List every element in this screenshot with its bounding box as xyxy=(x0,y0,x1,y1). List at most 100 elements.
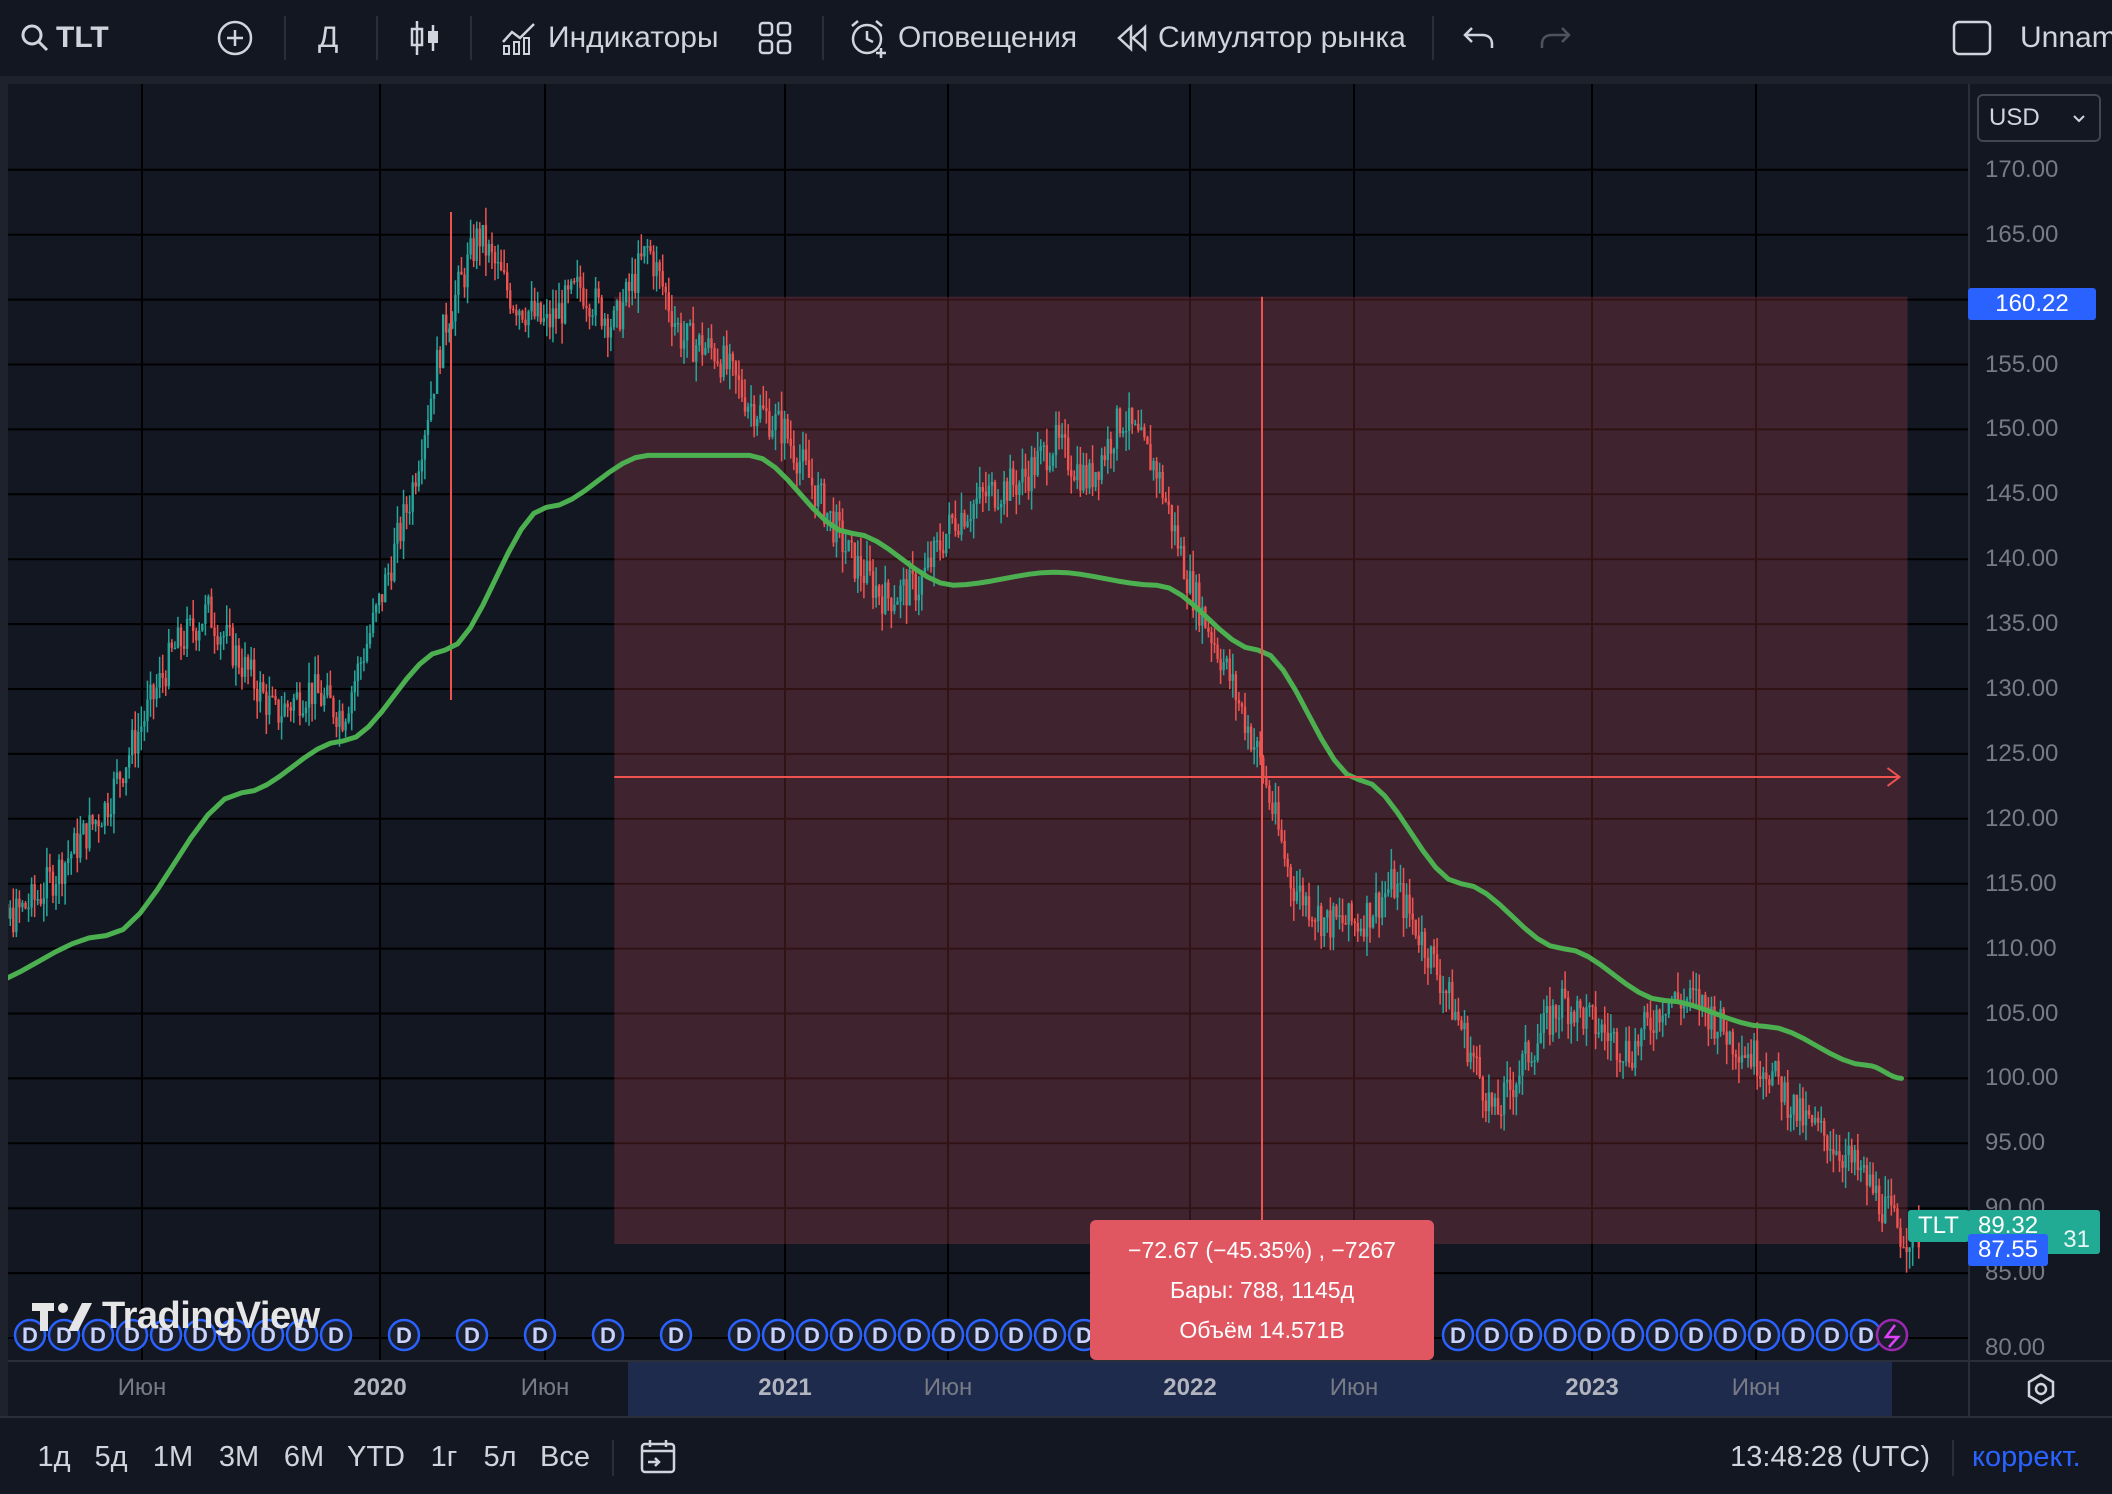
range-3m[interactable]: 3М xyxy=(218,1440,260,1473)
candle-body xyxy=(466,254,469,288)
price-axis[interactable] xyxy=(1968,84,2112,1360)
dividend-marker-label: D xyxy=(1008,1323,1024,1348)
candle-body xyxy=(1469,1052,1472,1063)
candle-body xyxy=(1243,706,1247,733)
dividend-marker-label: D xyxy=(1858,1323,1874,1348)
templates-button[interactable] xyxy=(758,0,792,76)
candle-body xyxy=(521,311,524,320)
candle-body xyxy=(743,397,747,412)
replay-button[interactable]: Симулятор рынка xyxy=(1116,0,1406,76)
range-6m[interactable]: 6М xyxy=(283,1440,325,1473)
candle-body xyxy=(1445,991,1448,994)
candle-body xyxy=(1140,427,1143,431)
candle-body xyxy=(1820,1120,1823,1123)
candle-body xyxy=(1280,829,1283,841)
candle-body xyxy=(1582,1008,1585,1029)
range-1y[interactable]: 1г xyxy=(430,1440,458,1473)
candle-body xyxy=(441,314,445,368)
candle-body xyxy=(1777,1060,1780,1077)
candle-body xyxy=(752,403,756,426)
candle-body xyxy=(323,695,326,706)
candle-body xyxy=(1810,1114,1814,1123)
range-5d[interactable]: 5д xyxy=(94,1440,128,1473)
candle-body xyxy=(1225,658,1228,663)
candle-body xyxy=(1874,1185,1878,1194)
candle-body xyxy=(1652,1030,1655,1033)
redo-button[interactable] xyxy=(1538,0,1572,76)
candle-body xyxy=(1585,1007,1588,1029)
candle-body xyxy=(524,319,527,326)
adjust-data-button[interactable]: коррект. xyxy=(1972,1440,2081,1473)
candle-body xyxy=(1865,1165,1869,1186)
candle-body xyxy=(365,643,369,662)
candle-body xyxy=(1597,1032,1600,1035)
candle-body xyxy=(774,413,777,431)
candle-body xyxy=(548,313,552,328)
candle-body xyxy=(39,899,42,904)
candle-body xyxy=(896,601,899,605)
range-all[interactable]: Все xyxy=(540,1440,590,1473)
candle-body xyxy=(512,308,515,311)
dividend-marker-label: D xyxy=(668,1323,684,1348)
candle-body xyxy=(158,673,161,688)
layout-checkbox[interactable] xyxy=(1952,0,1992,76)
candle-body xyxy=(48,867,52,872)
candle-body xyxy=(143,721,146,727)
candle-body xyxy=(530,300,533,312)
candle-body xyxy=(1384,893,1387,898)
range-1m[interactable]: 1М xyxy=(152,1440,194,1473)
candle-body xyxy=(502,270,506,273)
layout-name-button[interactable]: Unnamed xyxy=(2020,0,2112,76)
indicators-button[interactable]: Индикаторы xyxy=(500,0,719,76)
candle-body xyxy=(804,449,808,461)
compare-button[interactable] xyxy=(216,0,254,76)
candle-body xyxy=(219,636,222,645)
candle-body xyxy=(1155,461,1158,479)
undo-button[interactable] xyxy=(1462,0,1496,76)
dividend-marker-label: D xyxy=(260,1323,276,1348)
candle-body xyxy=(1789,1114,1792,1118)
candle-body xyxy=(1167,501,1170,506)
candle-body xyxy=(1259,741,1262,758)
chart-settings-button[interactable] xyxy=(1968,1360,2112,1416)
dividend-marker-label: D xyxy=(1450,1323,1466,1348)
candle-body xyxy=(1847,1145,1850,1156)
candle-body xyxy=(1890,1196,1893,1206)
symbol-search-button[interactable]: TLT xyxy=(20,0,109,76)
range-ytd[interactable]: YTD xyxy=(347,1440,405,1473)
candle-body xyxy=(960,512,963,535)
interval-button[interactable]: Д xyxy=(318,0,338,76)
candle-body xyxy=(57,859,61,885)
go-to-date-button[interactable] xyxy=(639,1418,677,1494)
candle-body xyxy=(1655,1009,1658,1033)
indicators-icon xyxy=(502,23,535,55)
candle-body xyxy=(85,823,88,849)
dividend-marker-label: D xyxy=(1790,1323,1806,1348)
candle-body xyxy=(884,582,887,614)
candle-body xyxy=(1688,988,1692,1000)
range-5y[interactable]: 5л xyxy=(483,1440,517,1473)
candle-body xyxy=(124,767,128,784)
candle-body xyxy=(1774,1060,1777,1072)
chart-type-button[interactable] xyxy=(408,0,442,76)
candle-body xyxy=(109,814,113,818)
time-axis[interactable] xyxy=(8,1360,1968,1416)
range-1d[interactable]: 1д xyxy=(37,1440,71,1473)
price-label: 125.00 xyxy=(1985,739,2059,767)
currency-select[interactable]: USD xyxy=(1977,94,2101,142)
dividend-marker-label: D xyxy=(158,1323,174,1348)
candle-body xyxy=(432,393,436,399)
clock-timezone[interactable]: 13:48:28 (UTC) xyxy=(1730,1440,1930,1473)
candle-body xyxy=(1143,427,1146,438)
dividend-marker-label: D xyxy=(804,1323,820,1348)
candle-body xyxy=(1323,917,1326,937)
candle-body xyxy=(1103,455,1106,461)
candle-body xyxy=(557,303,561,319)
candle-body xyxy=(1743,1055,1747,1058)
alerts-button[interactable]: Оповещения xyxy=(848,0,1077,76)
candle-body xyxy=(1179,545,1183,549)
candle-body xyxy=(1036,451,1039,476)
candle-body xyxy=(1887,1196,1890,1198)
